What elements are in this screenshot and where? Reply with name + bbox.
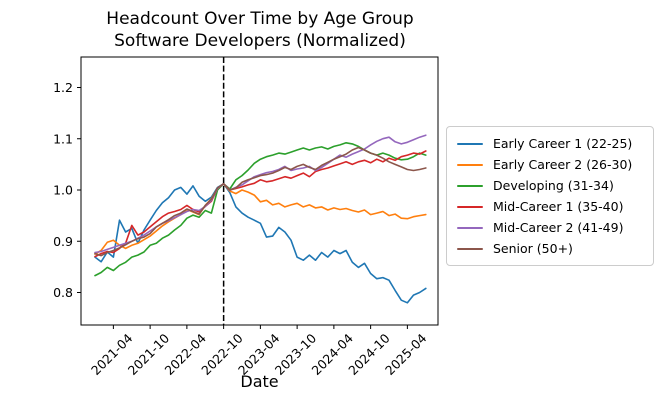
- legend-item-senior-50: Senior (50+): [447, 238, 653, 259]
- chart-title-line1: Headcount Over Time by Age Group: [106, 9, 414, 29]
- y-tick-label: 1.0: [53, 183, 73, 198]
- series-line-early-career-2-26-30: [94, 183, 427, 255]
- legend-swatch-mid-career-1-35-40: [457, 205, 483, 208]
- legend-swatch-senior-50: [457, 247, 483, 250]
- legend-swatch-developing-31-34: [457, 184, 483, 187]
- series-line-early-career-1-22-25: [94, 183, 427, 304]
- y-tick-label: 0.9: [53, 234, 73, 249]
- legend-item-early-career-1-22-25: Early Career 1 (22-25): [447, 133, 653, 154]
- series-line-developing-31-34: [94, 142, 427, 277]
- legend: Early Career 1 (22-25) Early Career 2 (26…: [446, 126, 654, 266]
- y-tick-label: 1.2: [53, 80, 73, 95]
- legend-swatch-early-career-1-22-25: [457, 142, 483, 145]
- legend-label: Early Career 1 (22-25): [493, 136, 633, 151]
- series-line-mid-career-1-35-40: [94, 150, 427, 258]
- chart-title-line2: Software Developers (Normalized): [114, 30, 406, 51]
- y-tick-label: 0.8: [53, 285, 73, 300]
- legend-item-mid-career-2-41-49: Mid-Career 2 (41-49): [447, 217, 653, 238]
- legend-label: Senior (50+): [493, 241, 573, 256]
- legend-swatch-early-career-2-26-30: [457, 163, 483, 166]
- legend-label: Developing (31-34): [493, 178, 614, 193]
- x-axis-label: Date: [240, 372, 279, 391]
- legend-item-mid-career-1-35-40: Mid-Career 1 (35-40): [447, 196, 653, 217]
- chart-title: Headcount Over Time by Age Group Softwar…: [40, 9, 480, 52]
- legend-label: Early Career 2 (26-30): [493, 157, 633, 172]
- legend-label: Mid-Career 2 (41-49): [493, 220, 624, 235]
- plot-frame: [80, 56, 439, 326]
- legend-label: Mid-Career 1 (35-40): [493, 199, 624, 214]
- legend-item-early-career-2-26-30: Early Career 2 (26-30): [447, 154, 653, 175]
- legend-item-developing-31-34: Developing (31-34): [447, 175, 653, 196]
- y-tick-label: 1.1: [53, 131, 73, 146]
- legend-swatch-mid-career-2-41-49: [457, 226, 483, 229]
- series-line-senior-50: [94, 146, 427, 257]
- series-line-mid-career-2-41-49: [94, 134, 427, 254]
